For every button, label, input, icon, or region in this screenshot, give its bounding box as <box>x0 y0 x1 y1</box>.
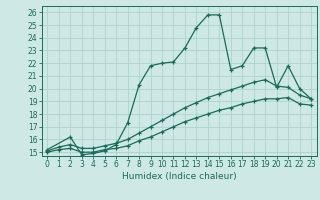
X-axis label: Humidex (Indice chaleur): Humidex (Indice chaleur) <box>122 172 236 181</box>
